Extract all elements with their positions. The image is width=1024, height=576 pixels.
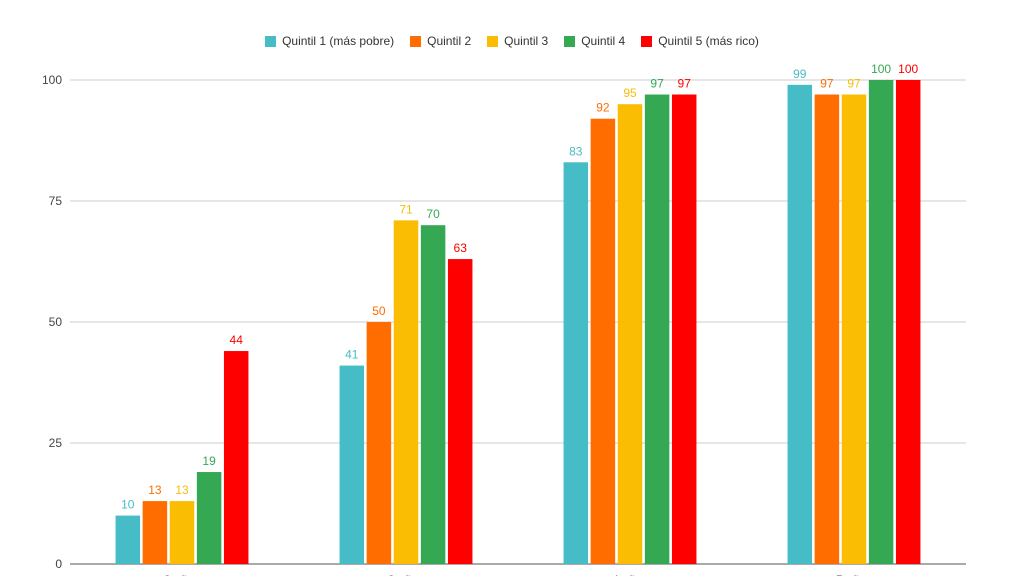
bar [142,501,168,564]
data-label: 97 [847,77,861,91]
bar [563,162,589,564]
data-label: 13 [148,483,162,497]
bar [671,94,697,565]
bar [393,220,419,565]
data-label: 97 [678,77,692,91]
y-tick-label: 0 [55,557,62,571]
bar [787,84,813,564]
data-label: 95 [623,86,637,100]
legend-label: Quintil 5 (más rico) [658,34,759,48]
legend-item-quintil-1[interactable]: Quintil 1 (más pobre) [265,34,394,48]
data-label: 41 [345,348,359,362]
bar [115,515,141,564]
bar [447,259,473,564]
data-label: 63 [454,241,468,255]
x-tick-label: 3 años [164,573,200,576]
data-label: 44 [230,333,244,347]
data-label: 10 [121,498,135,512]
bar [169,501,195,564]
x-tick-label: 5 años [836,573,872,576]
bar [617,104,643,564]
data-label: 100 [871,62,891,76]
data-label: 71 [399,202,413,216]
bar [895,80,921,564]
bar [339,365,365,564]
bar [814,94,840,565]
legend-item-quintil-2[interactable]: Quintil 2 [410,34,471,48]
data-label: 83 [569,144,583,158]
bar [590,118,616,564]
data-label: 99 [793,67,807,81]
legend-label: Quintil 2 [427,34,472,48]
legend-swatch [564,35,576,47]
legend-swatch [641,35,653,47]
bar [223,351,249,564]
x-tick-label: 3 años [388,573,424,576]
bar [196,472,222,564]
data-label: 70 [426,207,440,221]
x-tick-label: 4 años [612,573,648,576]
legend-item-quintil-5[interactable]: Quintil 5 (más rico) [641,34,759,48]
chart-legend: Quintil 1 (más pobre) Quintil 2 Quintil … [0,34,1024,48]
legend-item-quintil-4[interactable]: Quintil 4 [564,34,625,48]
bar [841,94,867,565]
y-tick-label: 100 [42,73,62,87]
data-label: 50 [372,304,386,318]
bar [366,322,392,564]
y-tick-label: 25 [49,436,63,450]
data-label: 19 [202,454,216,468]
legend-item-quintil-3[interactable]: Quintil 3 [487,34,548,48]
legend-swatch [265,35,277,47]
y-tick-label: 50 [49,315,63,329]
data-label: 100 [898,62,918,76]
bar [868,80,894,564]
data-label: 92 [596,101,610,115]
bar [644,94,670,565]
data-label: 97 [820,77,834,91]
data-label: 13 [175,483,189,497]
data-label: 97 [650,77,664,91]
legend-label: Quintil 3 [504,34,549,48]
legend-swatch [410,35,422,47]
bar [420,225,446,564]
legend-label: Quintil 4 [581,34,626,48]
legend-swatch [487,35,499,47]
legend-label: Quintil 1 (más pobre) [282,34,395,48]
y-tick-label: 75 [49,194,63,208]
